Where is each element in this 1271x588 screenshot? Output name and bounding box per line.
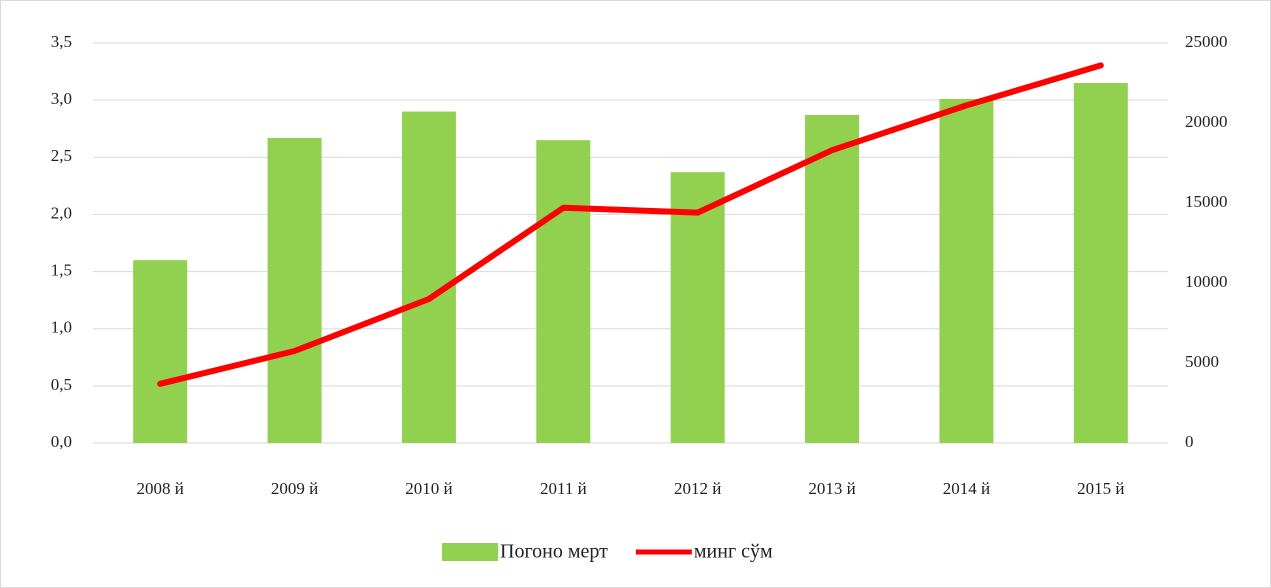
x-tick-label: 2015 й xyxy=(1077,479,1124,498)
y-tick-label: 3,5 xyxy=(51,32,72,51)
line xyxy=(157,62,1104,387)
legend-label: Погоно мерт xyxy=(500,541,608,563)
x-tick-label: 2011 й xyxy=(540,479,587,498)
y-tick-label: 0,0 xyxy=(51,432,72,451)
y-tick-label: 2,5 xyxy=(51,146,72,165)
x-tick-label: 2008 й xyxy=(137,479,184,498)
y-tick-label: 1,5 xyxy=(51,260,72,279)
y2-tick-label: 15000 xyxy=(1185,192,1228,211)
bar xyxy=(670,172,725,443)
y-tick-label: 3,0 xyxy=(51,89,72,108)
y-tick-label: 1,0 xyxy=(51,318,72,337)
x-tick-label: 2009 й xyxy=(271,479,318,498)
y2-tick-label: 20000 xyxy=(1185,112,1228,131)
bar xyxy=(133,260,188,443)
bar xyxy=(1073,83,1128,443)
legend-label: минг сўм xyxy=(694,541,773,563)
y2-tick-label: 25000 xyxy=(1185,32,1228,51)
y-tick-label: 0,5 xyxy=(51,375,72,394)
x-tick-label: 2010 й xyxy=(405,479,452,498)
x-tick-label: 2012 й xyxy=(674,479,721,498)
bar xyxy=(401,111,456,444)
x-tick-label: 2014 й xyxy=(943,479,990,498)
y2-tick-label: 0 xyxy=(1185,432,1194,451)
legend-swatch xyxy=(442,543,498,561)
y2-tick-label: 10000 xyxy=(1185,272,1228,291)
bar xyxy=(939,99,994,443)
bar xyxy=(805,115,860,443)
y2-tick-label: 5000 xyxy=(1185,352,1219,371)
bar xyxy=(267,137,322,443)
bar xyxy=(536,140,591,443)
y-tick-label: 2,0 xyxy=(51,203,72,222)
x-tick-label: 2013 й xyxy=(808,479,855,498)
